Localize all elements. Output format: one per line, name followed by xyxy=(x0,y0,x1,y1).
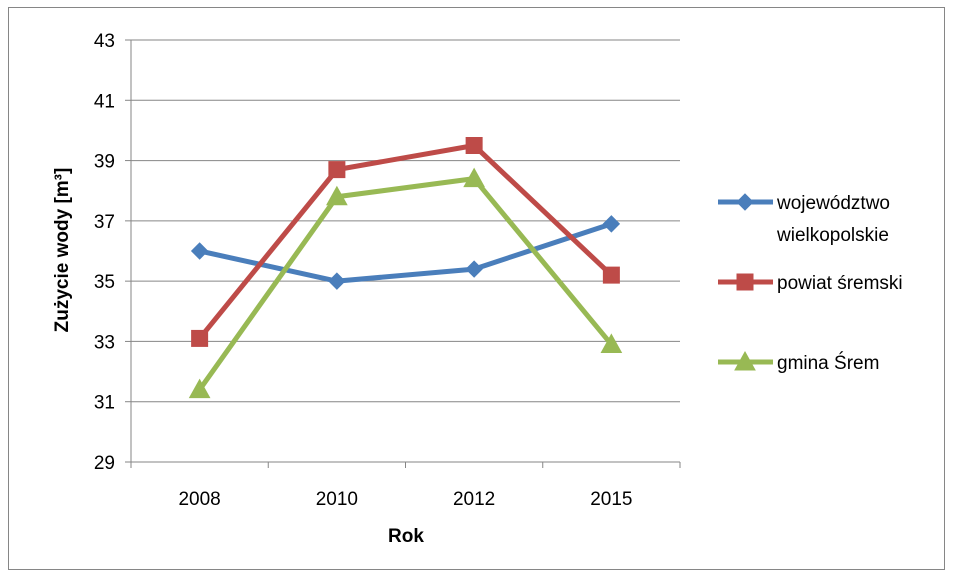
legend-label: gmina Śrem xyxy=(777,352,879,374)
legend-label: wielkopolskie xyxy=(776,225,889,246)
legend-marker xyxy=(736,273,754,291)
series-1 xyxy=(191,137,620,347)
legend-item-1: powiat śremski xyxy=(718,273,903,294)
x-tick-label: 2008 xyxy=(178,489,220,510)
series-line xyxy=(197,221,614,284)
series-0 xyxy=(190,215,621,290)
data-point-triangle xyxy=(600,333,623,353)
data-point-square xyxy=(465,137,483,154)
axes xyxy=(125,39,681,468)
legend-item-0: województwo wielkopolskie xyxy=(718,193,890,246)
x-tick-label: 2012 xyxy=(453,489,495,510)
data-point-square xyxy=(602,266,620,284)
series-2 xyxy=(188,167,623,399)
data-point-triangle xyxy=(326,185,348,206)
x-tick-label: 2010 xyxy=(316,489,358,510)
series-line xyxy=(197,176,614,393)
data-point-triangle xyxy=(463,167,485,188)
legend: województwo wielkopolskie powiat śremski gm… xyxy=(718,193,903,374)
data-point-diamond xyxy=(190,242,209,260)
data-point-square xyxy=(328,161,346,179)
series xyxy=(188,137,623,399)
gridlines xyxy=(131,39,680,403)
legend-marker xyxy=(734,350,756,371)
legend-label: województwo xyxy=(776,193,890,214)
x-axis-title: Rok xyxy=(388,526,424,547)
y-tick-label: 35 xyxy=(94,272,115,293)
y-tick-label: 39 xyxy=(94,152,115,173)
x-tick-labels: 2008 2010 2012 2015 xyxy=(178,489,632,510)
chart-frame xyxy=(8,7,945,570)
data-point-diamond xyxy=(465,260,483,278)
y-tick-label: 33 xyxy=(94,332,115,353)
y-tick-label: 43 xyxy=(94,31,115,52)
data-point-diamond xyxy=(328,272,346,290)
x-tick-label: 2015 xyxy=(590,489,632,510)
data-point-triangle xyxy=(188,378,211,399)
legend-marker xyxy=(736,193,754,211)
y-tick-label: 31 xyxy=(94,393,115,414)
data-point-diamond xyxy=(602,215,621,233)
y-axis-title: Zużycie wody [m³] xyxy=(52,168,73,333)
y-tick-labels: 29 31 33 35 37 39 41 43 xyxy=(94,31,115,474)
series-line xyxy=(197,143,614,341)
y-tick-label: 29 xyxy=(94,453,115,474)
data-point-square xyxy=(191,329,209,347)
legend-label: powiat śremski xyxy=(777,273,903,294)
y-tick-label: 37 xyxy=(94,212,115,233)
y-tick-label: 41 xyxy=(94,91,115,112)
legend-item-2: gmina Śrem xyxy=(718,350,879,374)
